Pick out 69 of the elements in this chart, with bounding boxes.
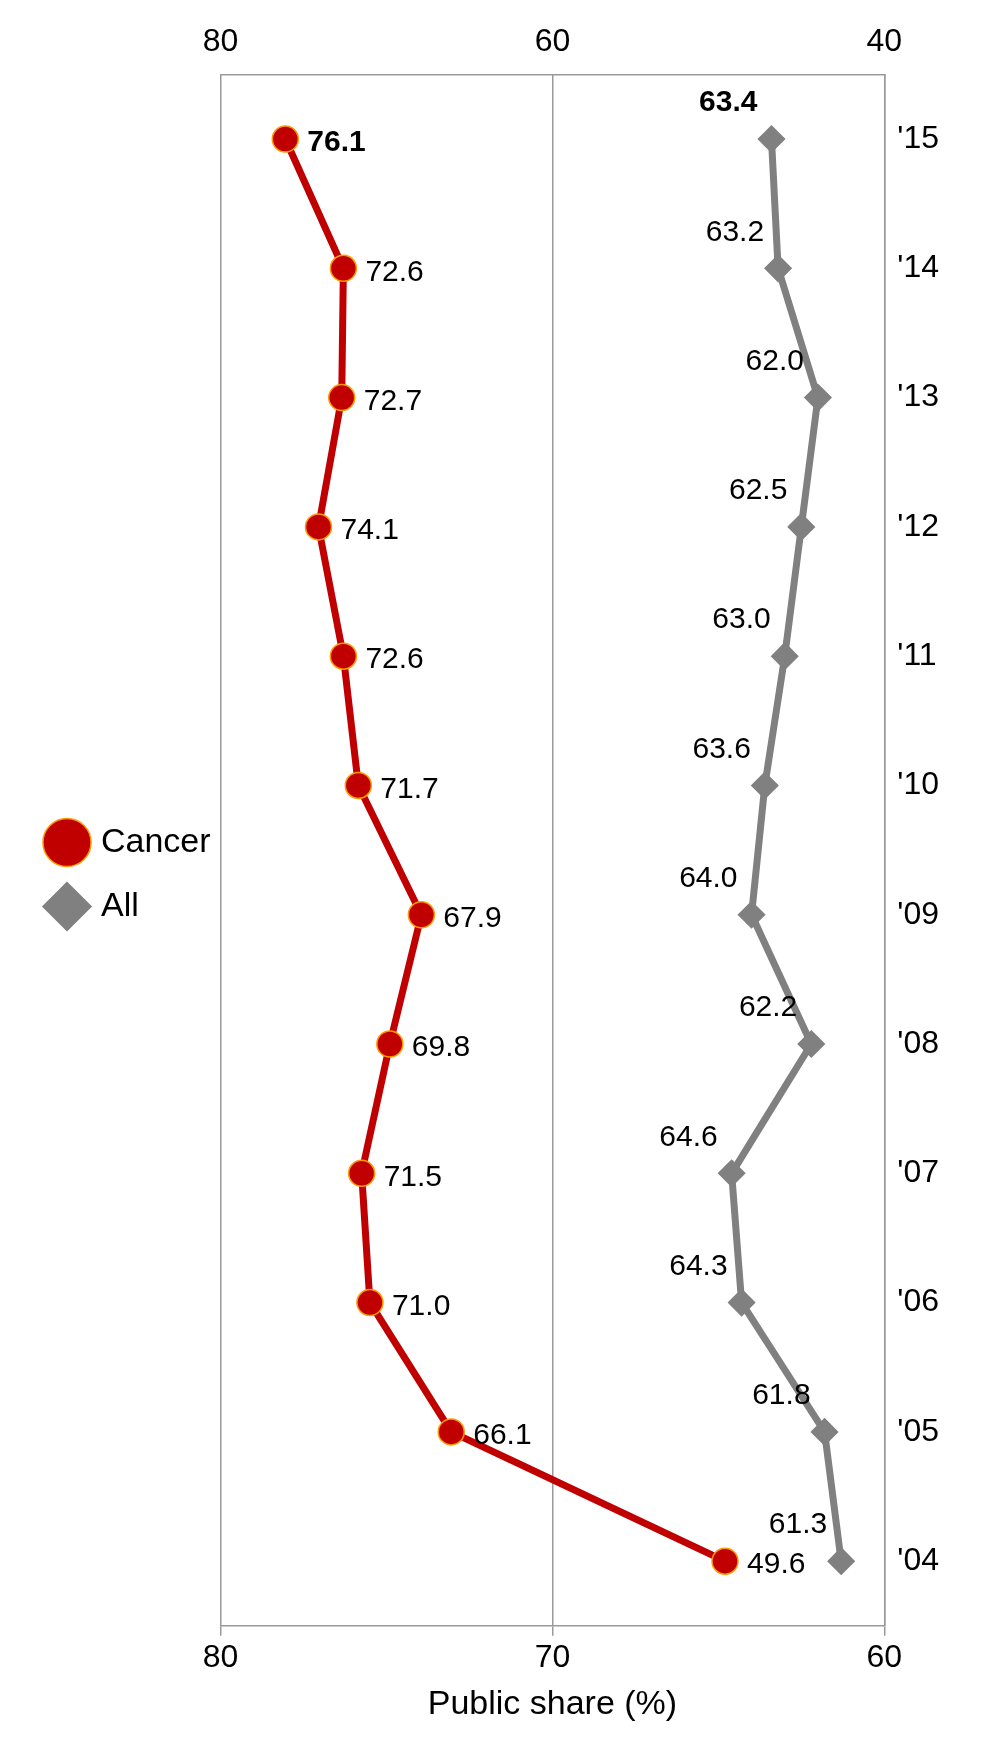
data-label: 64.0 (679, 860, 738, 894)
legend-label: All (101, 884, 139, 923)
point (327, 383, 356, 412)
point (770, 642, 799, 670)
data-label: 69.8 (411, 1029, 471, 1063)
y-tick-label: '10 (897, 765, 939, 802)
data-label: 62.5 (728, 472, 788, 506)
x-tick-label: 70 (534, 1637, 571, 1674)
y-tick-label: '04 (897, 1540, 939, 1577)
x-tick-label: 60 (866, 1637, 903, 1674)
x2-tick-label: 80 (202, 22, 239, 59)
data-label: 61.3 (768, 1506, 828, 1540)
x-tick-label: 80 (202, 1637, 239, 1674)
point (757, 125, 786, 153)
data-label: 64.3 (669, 1247, 728, 1281)
point (437, 1418, 465, 1446)
data-label: 63.0 (712, 601, 771, 635)
data-label: 71.5 (383, 1158, 443, 1192)
point (347, 1159, 376, 1188)
point (827, 1547, 855, 1575)
data-label: 72.6 (365, 253, 424, 287)
x2-tick-label: 60 (534, 22, 571, 59)
y-tick-label: '05 (897, 1411, 939, 1448)
data-label: 72.7 (363, 382, 423, 416)
point (329, 642, 358, 670)
x2-tick-label: 40 (866, 22, 903, 59)
y-tick-label: '11 (897, 636, 937, 672)
point (804, 383, 832, 412)
y-tick-label: '14 (897, 248, 939, 285)
data-label: 63.2 (705, 213, 765, 247)
point (787, 513, 816, 541)
data-label: 67.9 (443, 900, 502, 934)
y-tick-label: '13 (897, 377, 939, 414)
point (329, 254, 358, 283)
legend-label: Cancer (101, 820, 211, 859)
data-label: 62.0 (745, 342, 804, 376)
data-label: 71.7 (380, 770, 439, 804)
point (717, 1159, 746, 1188)
y-tick-label: '09 (897, 894, 939, 931)
data-label: 49.6 (747, 1546, 806, 1580)
point (764, 254, 792, 283)
data-label: 63.6 (692, 730, 751, 764)
point (407, 900, 436, 929)
y-tick-label: '15 (897, 118, 939, 155)
y-tick-label: '07 (897, 1153, 939, 1190)
data-label: 74.1 (340, 512, 399, 546)
y-tick-label: '06 (897, 1282, 939, 1319)
data-label: 63.4 (699, 84, 758, 118)
point (376, 1030, 404, 1058)
point (711, 1547, 739, 1575)
y-tick-label: '08 (897, 1023, 939, 1060)
point (271, 125, 300, 153)
point (751, 771, 779, 800)
point (344, 771, 373, 800)
point (727, 1288, 756, 1317)
data-label: 64.6 (659, 1118, 718, 1152)
data-label: 72.6 (365, 641, 424, 675)
data-label: 61.8 (752, 1377, 811, 1411)
point (356, 1288, 384, 1317)
point (810, 1418, 839, 1446)
y-tick-label: '12 (897, 506, 939, 543)
x-axis-title: Public share (%) (427, 1682, 678, 1721)
data-label: 71.0 (391, 1287, 451, 1321)
data-label: 62.2 (738, 989, 798, 1023)
point (304, 513, 333, 541)
data-label: 66.1 (473, 1417, 532, 1451)
data-label: 76.1 (307, 124, 366, 158)
point (737, 900, 766, 929)
point (797, 1030, 826, 1058)
